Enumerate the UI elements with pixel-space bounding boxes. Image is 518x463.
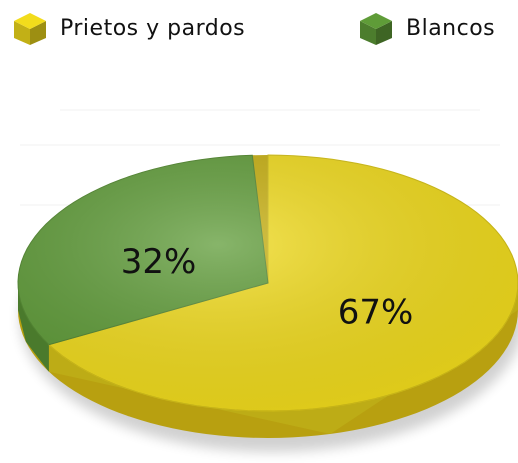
pie-shine xyxy=(18,155,518,411)
pie: 67% 32% xyxy=(17,154,518,438)
legend-label: Prietos y pardos xyxy=(60,16,245,41)
data-label: 32% xyxy=(121,242,197,282)
data-label: 67% xyxy=(338,293,414,333)
legend-swatch-top xyxy=(360,13,392,29)
legend-swatch-top xyxy=(14,13,46,29)
legend-label: Blancos xyxy=(406,16,495,41)
legend: Prietos y pardos Blancos xyxy=(14,13,495,45)
